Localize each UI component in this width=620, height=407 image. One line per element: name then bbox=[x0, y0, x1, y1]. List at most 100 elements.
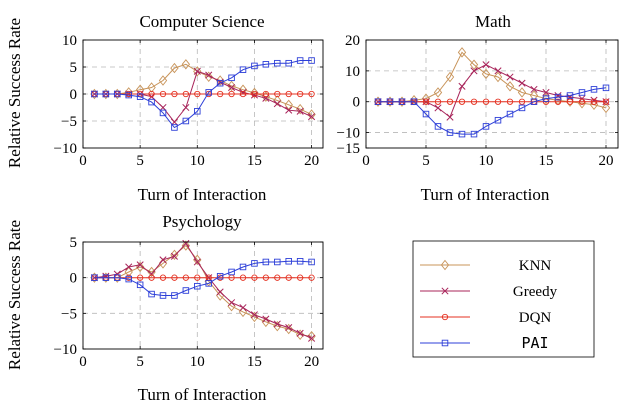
data-point bbox=[136, 261, 144, 269]
data-point bbox=[285, 90, 292, 98]
x-tick-label: 10 bbox=[190, 153, 205, 169]
data-point bbox=[578, 89, 586, 96]
legend-marker bbox=[441, 287, 449, 295]
data-point bbox=[506, 110, 514, 118]
data-point bbox=[434, 98, 442, 105]
data-point bbox=[262, 315, 270, 323]
data-point bbox=[446, 98, 454, 105]
data-point bbox=[446, 129, 454, 136]
data-point bbox=[494, 116, 502, 124]
y-tick-label: −10 bbox=[54, 342, 77, 358]
data-point bbox=[529, 90, 539, 101]
x-tick-label: 20 bbox=[599, 153, 614, 169]
x-tick-label: 5 bbox=[136, 354, 144, 370]
data-point bbox=[159, 292, 167, 299]
data-point bbox=[182, 287, 190, 294]
y-tick-label: 0 bbox=[70, 271, 78, 287]
data-point bbox=[91, 90, 98, 98]
legend-marker bbox=[441, 313, 449, 321]
data-point bbox=[482, 61, 490, 69]
series-dqn bbox=[91, 90, 315, 98]
data-point bbox=[506, 73, 514, 81]
y-tick-label: 5 bbox=[70, 235, 78, 251]
y-axis-label: Relative Success Rate bbox=[5, 18, 24, 168]
data-point bbox=[530, 98, 538, 105]
data-point bbox=[505, 81, 515, 92]
data-point bbox=[469, 59, 479, 70]
data-point bbox=[114, 90, 121, 98]
data-point bbox=[470, 98, 478, 105]
data-point bbox=[274, 258, 281, 266]
data-point bbox=[194, 108, 201, 115]
data-point bbox=[285, 59, 292, 67]
data-point bbox=[458, 82, 466, 90]
chart-title: Psychology bbox=[162, 212, 242, 231]
data-point bbox=[296, 107, 304, 115]
chart-title: Computer Science bbox=[139, 12, 264, 31]
data-point bbox=[295, 329, 305, 340]
data-point bbox=[458, 98, 466, 105]
legend-label: DQN bbox=[519, 310, 552, 326]
data-point bbox=[482, 123, 490, 130]
data-point bbox=[159, 274, 167, 281]
data-point bbox=[91, 274, 98, 281]
series-greedy bbox=[90, 239, 316, 342]
data-point bbox=[136, 274, 144, 281]
series-line bbox=[378, 64, 607, 118]
series-line bbox=[378, 87, 607, 135]
data-point bbox=[433, 87, 443, 98]
data-point bbox=[239, 66, 247, 73]
legend-marker bbox=[441, 339, 449, 347]
data-point bbox=[182, 103, 190, 112]
series-greedy bbox=[90, 67, 316, 126]
data-point bbox=[148, 290, 155, 298]
data-point bbox=[506, 98, 514, 105]
y-tick-label: −5 bbox=[61, 306, 77, 322]
data-point bbox=[262, 90, 270, 98]
x-tick-label: 0 bbox=[79, 153, 87, 169]
chart-title: Math bbox=[475, 12, 511, 31]
data-point bbox=[159, 103, 167, 112]
data-point bbox=[296, 57, 304, 64]
data-point bbox=[285, 324, 293, 332]
legend-label: Greedy bbox=[513, 284, 558, 300]
series-knn bbox=[90, 59, 316, 120]
series-dqn bbox=[91, 274, 315, 281]
series-line bbox=[94, 60, 312, 129]
x-axis-label: Turn of Interaction bbox=[138, 185, 267, 204]
data-point bbox=[518, 104, 526, 112]
data-point bbox=[194, 90, 201, 98]
data-point bbox=[307, 109, 316, 120]
data-point bbox=[273, 100, 281, 108]
data-point bbox=[421, 93, 431, 104]
data-point bbox=[262, 274, 270, 281]
data-point bbox=[102, 274, 110, 281]
data-point bbox=[493, 71, 503, 83]
data-point bbox=[518, 79, 526, 87]
data-point bbox=[284, 323, 293, 335]
plot-frame bbox=[82, 241, 324, 350]
x-tick-label: 5 bbox=[136, 153, 144, 169]
data-point bbox=[554, 98, 562, 105]
data-point bbox=[239, 304, 247, 312]
data-point bbox=[494, 67, 502, 75]
data-point bbox=[590, 86, 598, 93]
data-point bbox=[578, 98, 586, 105]
data-point bbox=[262, 61, 270, 68]
legend-entry-pai: PAI bbox=[420, 334, 549, 352]
data-point bbox=[250, 311, 258, 319]
y-axis-label: Relative Success Rate bbox=[5, 220, 24, 370]
data-point bbox=[458, 130, 466, 138]
legend-entry-greedy: Greedy bbox=[420, 284, 558, 300]
data-point bbox=[125, 263, 133, 271]
data-point bbox=[182, 239, 190, 247]
x-tick-label: 20 bbox=[304, 153, 319, 169]
data-point bbox=[285, 106, 293, 114]
legend-label: PAI bbox=[521, 334, 548, 352]
data-point bbox=[171, 124, 178, 131]
data-point bbox=[182, 117, 190, 125]
data-point bbox=[308, 274, 315, 281]
series-pai bbox=[374, 84, 610, 138]
data-point bbox=[517, 87, 527, 98]
data-point bbox=[566, 92, 574, 99]
